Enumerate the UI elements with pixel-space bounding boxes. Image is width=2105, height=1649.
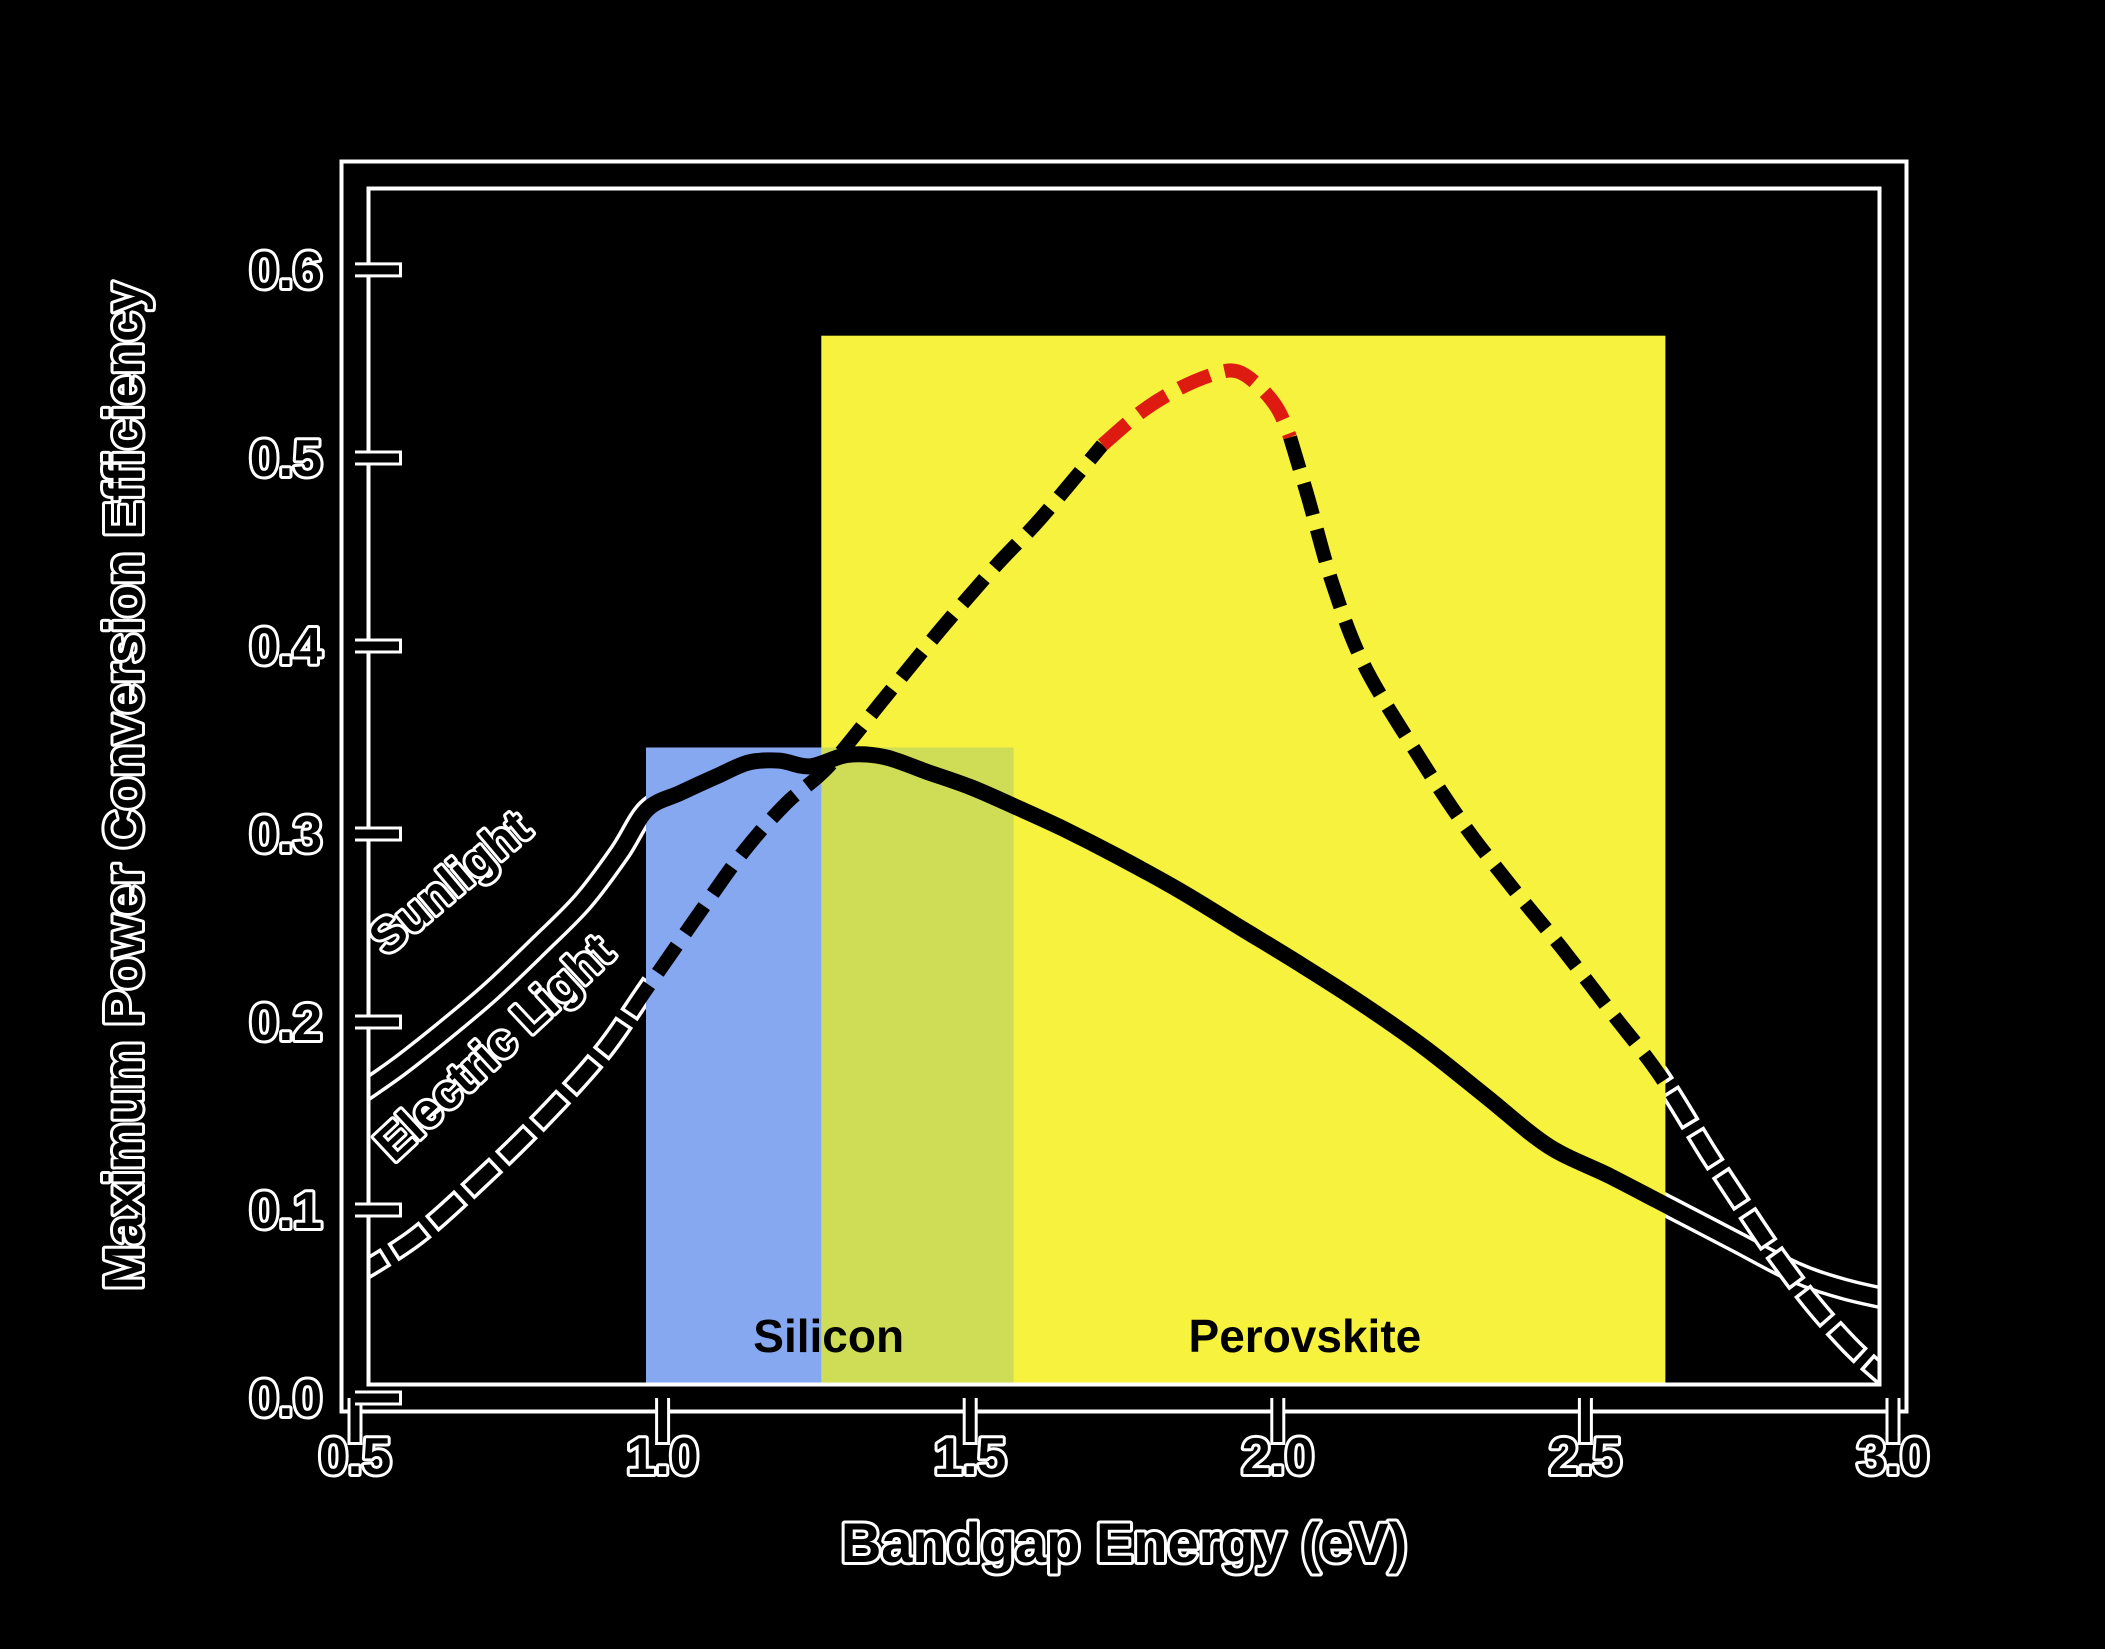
y-tick-label: 0.3	[250, 806, 322, 864]
x-tick-label: 2.0	[1242, 1428, 1314, 1486]
sunlight-curve	[350, 746, 1895, 1309]
y-tick-label: 0.6	[250, 242, 322, 300]
y-tick-label: 0.0	[250, 1370, 322, 1428]
electric-light-curve-part3	[1283, 435, 1898, 1389]
plot-frame	[343, 163, 1905, 1410]
x-tick-label: 1.5	[934, 1428, 1006, 1486]
electric-light-curve-highlight	[1097, 363, 1297, 451]
x-tick-label: 2.5	[1549, 1428, 1621, 1486]
y-tick-label: 0.4	[250, 618, 322, 676]
x-axis-title: Bandgap Energy (eV)	[841, 1511, 1407, 1574]
x-tick-label: 1.0	[626, 1428, 698, 1486]
y-tick-label: 0.2	[250, 994, 322, 1052]
silicon-perovskite-overlap-region	[821, 747, 1014, 1398]
y-axis-title: Maximum Power Conversion Efficiency	[94, 282, 154, 1290]
silicon-label: Silicon	[753, 1310, 904, 1362]
y-tick-label: 0.1	[250, 1182, 322, 1240]
y-tick-label: 0.5	[250, 430, 322, 488]
perovskite-label: Perovskite	[1189, 1310, 1422, 1362]
x-tick-label: 3.0	[1857, 1428, 1929, 1486]
electric-light-curve-part1	[351, 440, 1108, 1282]
x-tick-label: 0.5	[319, 1428, 391, 1486]
